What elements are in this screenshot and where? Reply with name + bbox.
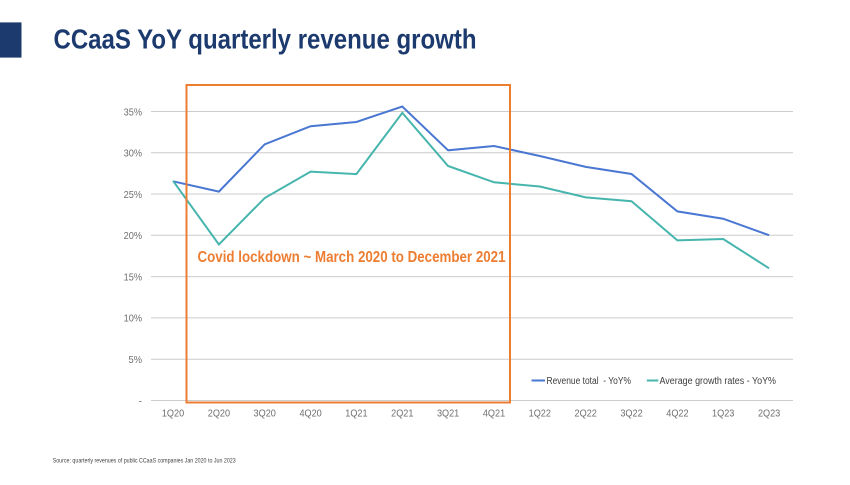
svg-text:2Q21: 2Q21 [391,408,413,420]
svg-text:1Q22: 1Q22 [529,408,551,420]
svg-text:10%: 10% [124,313,142,325]
svg-text:20%: 20% [124,230,142,242]
svg-text:3Q21: 3Q21 [437,408,459,420]
svg-text:Source: quarterly revenues of: Source: quarterly revenues of public CCa… [53,458,237,464]
svg-text:Average growth rates - YoY%: Average growth rates - YoY% [660,376,777,387]
svg-text:2Q23: 2Q23 [758,408,780,420]
svg-text:1Q23: 1Q23 [712,408,734,420]
svg-text:1Q21: 1Q21 [345,408,367,420]
svg-text:Covid lockdown ~ March 2020 to: Covid lockdown ~ March 2020 to December … [198,249,506,266]
svg-text:4Q20: 4Q20 [299,408,321,420]
svg-text:3Q20: 3Q20 [254,408,276,420]
svg-text:35%: 35% [124,106,142,118]
svg-text:-: - [139,395,143,407]
svg-text:15%: 15% [124,271,142,283]
svg-text:5%: 5% [129,354,143,366]
svg-text:25%: 25% [124,189,142,201]
svg-text:2Q22: 2Q22 [575,408,597,420]
svg-text:4Q22: 4Q22 [666,408,688,420]
svg-text:CCaaS YoY quarterly revenue gr: CCaaS YoY quarterly revenue growth [54,23,477,54]
svg-text:2Q20: 2Q20 [208,408,230,420]
svg-text:1Q20: 1Q20 [162,408,184,420]
svg-text:Revenue total - YoY%: Revenue total - YoY% [547,376,632,387]
svg-text:30%: 30% [124,148,142,160]
svg-text:3Q22: 3Q22 [620,408,642,420]
svg-text:4Q21: 4Q21 [483,408,505,420]
